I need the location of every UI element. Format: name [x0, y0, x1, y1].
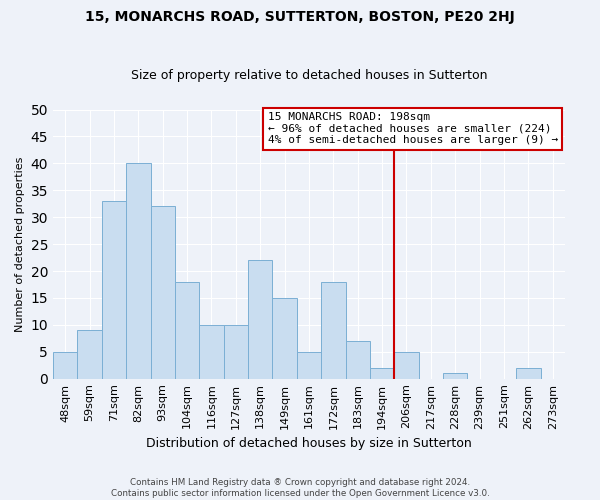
- Bar: [102, 201, 126, 378]
- Bar: [199, 325, 224, 378]
- Text: Contains HM Land Registry data ® Crown copyright and database right 2024.
Contai: Contains HM Land Registry data ® Crown c…: [110, 478, 490, 498]
- Title: Size of property relative to detached houses in Sutterton: Size of property relative to detached ho…: [131, 69, 487, 82]
- Bar: [126, 164, 151, 378]
- Bar: [346, 341, 370, 378]
- X-axis label: Distribution of detached houses by size in Sutterton: Distribution of detached houses by size …: [146, 437, 472, 450]
- Y-axis label: Number of detached properties: Number of detached properties: [15, 156, 25, 332]
- Bar: [516, 368, 541, 378]
- Bar: [272, 298, 297, 378]
- Bar: [394, 352, 419, 378]
- Text: 15 MONARCHS ROAD: 198sqm
← 96% of detached houses are smaller (224)
4% of semi-d: 15 MONARCHS ROAD: 198sqm ← 96% of detach…: [268, 112, 558, 146]
- Bar: [248, 260, 272, 378]
- Bar: [77, 330, 102, 378]
- Bar: [370, 368, 394, 378]
- Bar: [443, 374, 467, 378]
- Bar: [321, 282, 346, 378]
- Text: 15, MONARCHS ROAD, SUTTERTON, BOSTON, PE20 2HJ: 15, MONARCHS ROAD, SUTTERTON, BOSTON, PE…: [85, 10, 515, 24]
- Bar: [224, 325, 248, 378]
- Bar: [151, 206, 175, 378]
- Bar: [175, 282, 199, 378]
- Bar: [53, 352, 77, 378]
- Bar: [297, 352, 321, 378]
